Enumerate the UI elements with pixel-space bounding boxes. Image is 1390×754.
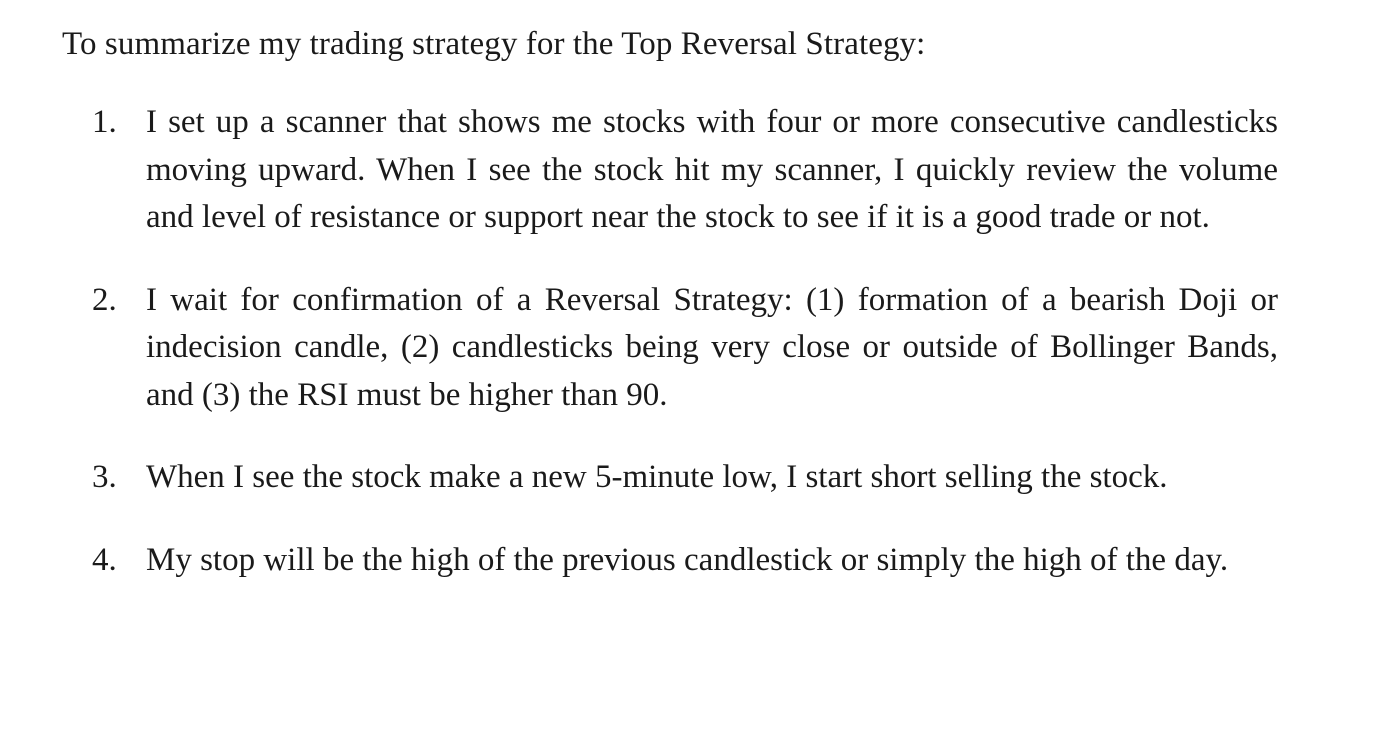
step-number: 4. (92, 541, 117, 578)
strategy-steps-list: 1. I set up a scanner that shows me stoc… (62, 99, 1278, 584)
step-number: 3. (92, 459, 117, 495)
list-item-step-1: 1. I set up a scanner that shows me stoc… (62, 99, 1278, 242)
list-item-step-3: 3. When I see the stock make a new 5-min… (62, 454, 1278, 502)
list-item-step-4: 4. My stop will be the high of the previ… (62, 537, 1278, 585)
step-text: My stop will be the high of the previous… (146, 541, 1229, 578)
step-text: When I see the stock make a new 5-minute… (146, 459, 1168, 495)
step-text: I wait for confirmation of a Reversal St… (146, 281, 1278, 413)
step-text: I set up a scanner that shows me stocks … (146, 104, 1278, 235)
list-item-step-2: 2. I wait for confirmation of a Reversal… (62, 277, 1278, 420)
intro-paragraph: To summarize my trading strategy for the… (62, 26, 926, 62)
step-number: 1. (92, 104, 117, 140)
step-number: 2. (92, 281, 117, 318)
